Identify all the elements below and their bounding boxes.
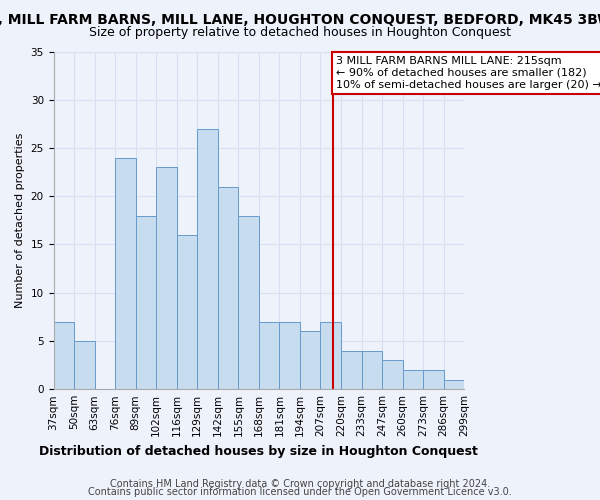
Bar <box>74 341 95 389</box>
Text: Contains HM Land Registry data © Crown copyright and database right 2024.: Contains HM Land Registry data © Crown c… <box>110 479 490 489</box>
Bar <box>280 322 300 389</box>
Text: 3 MILL FARM BARNS MILL LANE: 215sqm
← 90% of detached houses are smaller (182)
1: 3 MILL FARM BARNS MILL LANE: 215sqm ← 90… <box>336 56 600 90</box>
Text: Size of property relative to detached houses in Houghton Conquest: Size of property relative to detached ho… <box>89 26 511 39</box>
Bar <box>259 322 280 389</box>
Bar <box>136 216 156 389</box>
Bar <box>300 332 320 389</box>
Y-axis label: Number of detached properties: Number of detached properties <box>15 132 25 308</box>
Bar <box>320 322 341 389</box>
Text: 3, MILL FARM BARNS, MILL LANE, HOUGHTON CONQUEST, BEDFORD, MK45 3BW: 3, MILL FARM BARNS, MILL LANE, HOUGHTON … <box>0 12 600 26</box>
Bar <box>238 216 259 389</box>
Bar <box>382 360 403 389</box>
Bar <box>218 186 238 389</box>
Bar <box>423 370 443 389</box>
Bar <box>156 168 177 389</box>
Bar <box>177 235 197 389</box>
Bar <box>53 322 74 389</box>
Bar <box>115 158 136 389</box>
Bar <box>197 128 218 389</box>
X-axis label: Distribution of detached houses by size in Houghton Conquest: Distribution of detached houses by size … <box>40 444 478 458</box>
Text: Contains public sector information licensed under the Open Government Licence v3: Contains public sector information licen… <box>88 487 512 497</box>
Bar <box>443 380 464 389</box>
Bar <box>362 350 382 389</box>
Bar <box>403 370 423 389</box>
Bar <box>341 350 362 389</box>
